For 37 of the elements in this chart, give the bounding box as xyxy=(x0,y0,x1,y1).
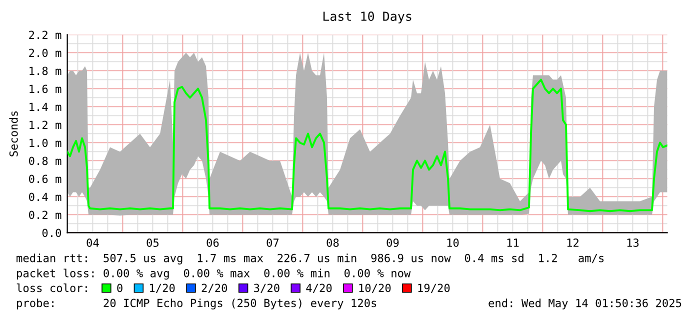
y-tick-label: 0.0 xyxy=(42,228,62,238)
y-tick-label: 1.2 m xyxy=(30,120,62,129)
y-axis-title: Seconds xyxy=(9,111,18,156)
x-tick-label: 04 xyxy=(86,238,99,247)
y-tick-label: 2.2 m xyxy=(29,30,62,39)
text: median rtt: 507.5 us avg 1.7 ms max 226.7 us min 986.9 us now 0.4 ms sd 1.2 am/s xyxy=(16,254,604,264)
legend-label: 4/20 xyxy=(306,284,332,294)
x-tick-label: 05 xyxy=(146,238,159,247)
x-tick-label: 13 xyxy=(627,238,639,247)
legend-label: 0 xyxy=(117,284,122,292)
x-tick-label: 11 xyxy=(507,238,519,247)
y-tick-label: 0.4 m xyxy=(29,192,62,202)
y-tick-label: 2.0 m xyxy=(29,48,62,58)
legend-label: 3/20 xyxy=(254,284,280,294)
line-series xyxy=(67,78,668,212)
y-tick-label: 0.8 m xyxy=(29,156,62,166)
legend-title: loss color: xyxy=(16,283,87,292)
y-tick-label: 1.0 m xyxy=(30,138,62,148)
legend-label: 10/20 xyxy=(359,284,391,294)
x-tick-label: 12 xyxy=(567,238,578,247)
y-tick-label: 1.8 m xyxy=(30,66,62,76)
legend-label: 19/20 xyxy=(418,284,450,294)
x-tick-label: 07 xyxy=(266,238,279,247)
x-tick-label: 06 xyxy=(206,238,219,247)
legend-label: 2/20 xyxy=(202,284,228,294)
x-tick-label: 08 xyxy=(326,238,339,247)
x-tick-label: 09 xyxy=(386,238,399,247)
legend-label: 1/20 xyxy=(150,284,175,294)
y-tick-label: 1.4 m xyxy=(30,102,62,111)
x-tick-label: 10 xyxy=(447,238,459,247)
y-tick-label: 0.2 m xyxy=(29,210,62,220)
y-tick-label: 0.6 m xyxy=(29,174,62,184)
chart-title: Last 10 Days xyxy=(323,12,412,24)
text: end: Wed May 14 01:50:36 2025 xyxy=(488,298,682,310)
y-tick-label: 1.6 m xyxy=(30,84,62,94)
text: probe: 20 ICMP Echo Pings (250 Bytes) every 120s xyxy=(17,298,376,310)
text: packet loss: 0.00 % avg 0.00 % max 0.00 % min 0.00 % now xyxy=(17,268,411,280)
